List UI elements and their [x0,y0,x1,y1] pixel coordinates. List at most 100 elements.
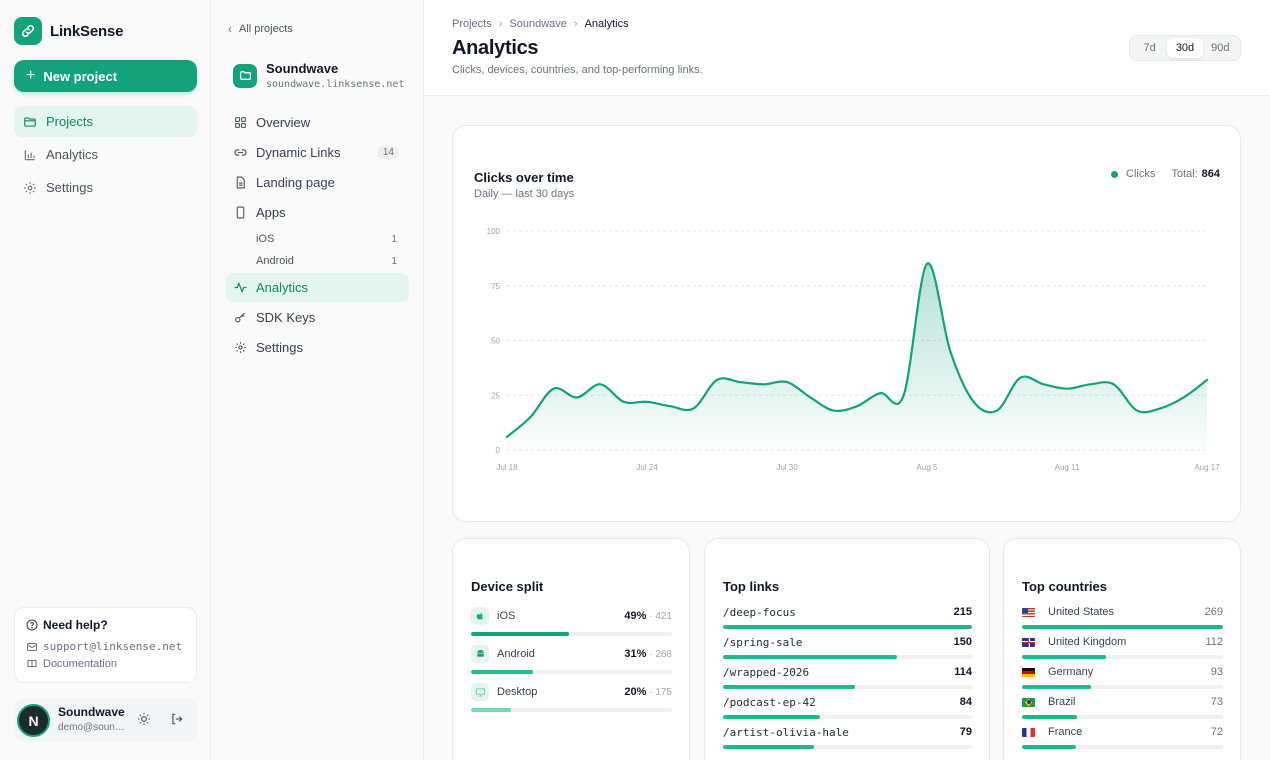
logout-button[interactable] [168,711,186,729]
data-point[interactable] [1086,380,1094,388]
data-point[interactable] [970,398,978,406]
project-nav-landing-page[interactable]: Landing page [226,168,409,197]
range-90d-button[interactable]: 90d [1211,42,1230,54]
data-point[interactable] [830,407,838,415]
nav-item-analytics[interactable]: Analytics [14,139,197,170]
data-point[interactable] [900,391,908,399]
project-nav-ios[interactable]: iOS 1 [226,228,409,250]
data-point[interactable] [760,380,768,388]
data-point[interactable] [713,376,721,384]
project-nav-analytics[interactable]: Analytics [226,273,409,302]
data-point[interactable] [946,347,954,355]
top-link-bar-track [723,715,972,719]
top-link-row[interactable]: /spring-sale 150 [723,634,972,659]
book-icon [26,658,38,670]
question-circle-icon [26,619,38,631]
data-point[interactable] [620,398,628,406]
support-email-link[interactable]: support@linksense.net [26,640,185,653]
country-row: Brazil 73 [1022,694,1223,719]
theme-toggle-button[interactable] [135,711,153,729]
project-nav-settings[interactable]: Settings [226,333,409,362]
clicks-area-chart[interactable]: 100 75 50 25 0 Jul 18 Jul 24 Jul 30 Aug 5 Aug 11 A… [453,126,1242,523]
ios-label: iOS [256,233,275,245]
data-point[interactable] [1110,380,1118,388]
breadcrumb: Projects › Soundwave › Analytics [452,18,629,30]
data-point[interactable] [923,260,931,268]
data-point[interactable] [993,407,1001,415]
y-tick-label: 50 [491,337,500,346]
sdk-keys-label: SDK Keys [256,310,316,325]
x-tick-label: Jul 18 [496,463,518,472]
top-link-clicks: 114 [954,666,972,678]
landing-page-label: Landing page [256,175,335,190]
data-point[interactable] [1180,393,1188,401]
country-name: France [1048,726,1083,738]
y-tick-label: 25 [491,391,500,400]
all-projects-link[interactable]: ‹ All projects [228,22,293,36]
project-nav-dynamic-links[interactable]: Dynamic Links 14 [226,138,409,167]
de-flag-icon [1022,667,1035,677]
project-nav-android[interactable]: Android 1 [226,250,409,272]
data-point[interactable] [783,378,791,386]
data-point[interactable] [503,433,511,441]
breadcrumb-projects[interactable]: Projects [452,18,492,30]
data-point[interactable] [806,393,814,401]
device-count: 268 [655,649,672,660]
key-icon [234,311,247,324]
country-row: Germany 93 [1022,664,1223,689]
data-point[interactable] [690,404,698,412]
data-point[interactable] [1040,380,1048,388]
project-nav-apps[interactable]: Apps [226,198,409,227]
logout-icon [170,712,184,729]
brand[interactable]: LinkSense [14,17,123,45]
documentation-link[interactable]: Documentation [26,658,185,670]
data-point[interactable] [573,393,581,401]
avatar[interactable]: N [17,704,50,737]
project-nav-sdk-keys[interactable]: SDK Keys [226,303,409,332]
device-count: 421 [655,611,672,622]
nav-item-projects[interactable]: Projects [14,106,197,137]
android-icon [471,645,489,663]
top-link-row[interactable]: /wrapped-2026 114 [723,664,972,689]
data-point[interactable] [876,389,884,397]
data-point[interactable] [526,413,534,421]
data-point[interactable] [1133,407,1141,415]
range-30d-button[interactable]: 30d [1167,38,1203,58]
link-icon [234,146,247,159]
documentation-label: Documentation [43,658,117,670]
clicks-series-line[interactable] [505,262,1209,438]
range-7d-button[interactable]: 7d [1143,42,1156,54]
data-point[interactable] [1203,376,1211,384]
top-link-row[interactable]: /deep-focus 215 [723,604,972,629]
device-bar-track [471,670,672,674]
chart-legend: Clicks Total: 864 [1111,168,1220,180]
total-value: 864 [1201,168,1220,180]
file-icon [234,176,247,189]
top-link-bar-fill [723,625,972,629]
nav-item-settings[interactable]: Settings [14,172,197,203]
data-point[interactable] [596,380,604,388]
country-clicks: 73 [1210,696,1223,708]
data-point[interactable] [666,402,674,410]
data-point[interactable] [550,385,558,393]
data-point[interactable] [1063,385,1071,393]
legend-label: Clicks [1126,168,1156,180]
data-point[interactable] [1016,374,1024,382]
data-point[interactable] [853,402,861,410]
new-project-button[interactable]: + New project [14,60,197,92]
top-link-row[interactable]: /podcast-ep-42 84 [723,694,972,719]
breadcrumb-soundwave[interactable]: Soundwave [509,18,567,30]
apple-icon [471,607,489,625]
country-clicks: 93 [1210,666,1223,678]
project-nav-overview[interactable]: Overview [226,108,409,137]
data-point[interactable] [1156,404,1164,412]
data-point[interactable] [736,378,744,386]
country-bar-track [1022,655,1223,659]
data-point[interactable] [643,398,651,406]
top-link-clicks: 79 [959,726,972,738]
top-link-row[interactable]: /artist-olivia-hale 79 [723,724,972,749]
country-clicks: 112 [1205,636,1223,648]
main-nav: Projects Analytics Settings [14,106,197,205]
y-tick-label: 0 [496,446,501,455]
top-links-card: Top links /deep-focus 215/spring-sale 150/… [704,538,990,760]
